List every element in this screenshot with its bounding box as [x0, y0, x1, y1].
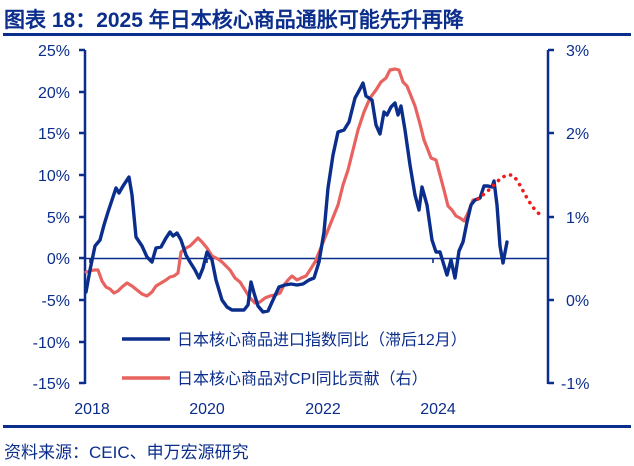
chart-legend: 日本核心商品进口指数同比（滞后12月） 日本核心商品对CPI同比贡献（右） — [122, 331, 467, 388]
left-tick-label: -5% — [42, 293, 70, 310]
source-note: 资料来源：CEIC、申万宏源研究 — [4, 443, 249, 462]
right-y-tick-labels: 3% 2% 1% 0% -1% — [561, 43, 589, 393]
series-line-cpi-contribution — [84, 67, 475, 305]
x-tick-labels: 2018 2020 2022 2024 — [74, 401, 456, 418]
right-tick-label: 3% — [566, 43, 589, 60]
title-divider — [3, 33, 631, 36]
left-tick-label: 20% — [38, 85, 70, 102]
chart-title: 图表 18：2025 年日本核心商品通胀可能先升再降 — [4, 9, 464, 32]
right-y-axis — [546, 48, 554, 385]
left-y-tick-labels: 25% 20% 15% 10% 5% 0% -5% -10% -15% — [33, 43, 70, 393]
left-y-axis — [79, 48, 87, 385]
x-tick-label: 2022 — [305, 401, 341, 418]
right-tick-label: 0% — [566, 293, 589, 310]
left-tick-label: 25% — [38, 43, 70, 60]
series-line-forecast — [476, 173, 545, 219]
right-tick-label: 1% — [566, 210, 589, 227]
right-tick-label: -1% — [561, 376, 589, 393]
left-tick-label: 5% — [47, 210, 70, 227]
right-tick-label: 2% — [566, 126, 589, 143]
left-tick-label: -15% — [33, 376, 70, 393]
footer-divider — [3, 425, 631, 428]
left-tick-label: 0% — [47, 251, 70, 268]
legend-item-import-index: 日本核心商品进口指数同比（滞后12月） — [122, 331, 467, 349]
x-tick-label: 2020 — [189, 401, 225, 418]
legend-item-cpi-contribution: 日本核心商品对CPI同比贡献（右） — [122, 370, 428, 388]
x-tick-label: 2024 — [420, 401, 456, 418]
legend-label: 日本核心商品进口指数同比（滞后12月） — [177, 331, 467, 349]
left-tick-label: 15% — [38, 126, 70, 143]
x-tick-label: 2018 — [74, 401, 110, 418]
left-tick-label: -10% — [33, 335, 70, 352]
left-tick-label: 10% — [38, 168, 70, 185]
legend-label: 日本核心商品对CPI同比贡献（右） — [177, 370, 428, 388]
series-line-import-index — [84, 81, 509, 314]
